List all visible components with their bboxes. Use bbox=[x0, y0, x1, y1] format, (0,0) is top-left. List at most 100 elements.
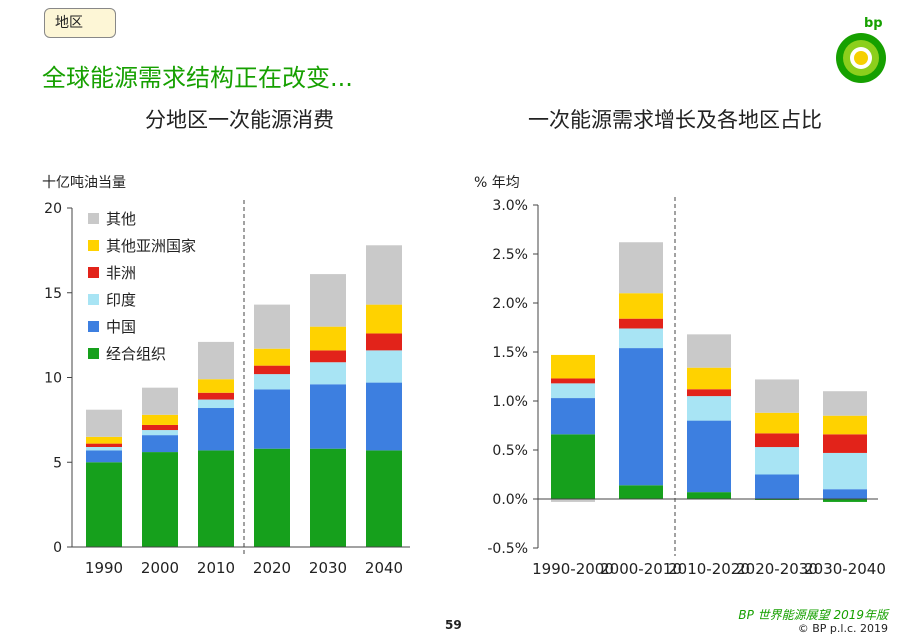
left-x-tick-label: 2040 bbox=[365, 559, 403, 577]
left-y-tick-label: 10 bbox=[44, 371, 62, 387]
page-headline: 全球能源需求结构正在改变... bbox=[42, 64, 353, 92]
right-bar-1990-2000-segment-0 bbox=[551, 434, 595, 499]
left-bar-1990-segment-3 bbox=[86, 443, 122, 447]
right-y-tick-label: 1.5% bbox=[492, 345, 528, 361]
right-bar-2020-2030-segment-4 bbox=[755, 412, 799, 434]
right-x-tick-label: 2010-2020 bbox=[668, 560, 750, 578]
left-bar-2010-segment-0 bbox=[198, 450, 234, 547]
left-legend-swatch-2 bbox=[88, 294, 99, 305]
left-bar-2000-segment-3 bbox=[142, 424, 178, 431]
page-number: 59 bbox=[445, 618, 462, 632]
right-y-tick-label: 0.5% bbox=[492, 443, 528, 459]
right-bar-1990-2000-segment-3 bbox=[551, 378, 595, 384]
left-bar-2020-segment-1 bbox=[254, 389, 290, 449]
left-bar-2040-segment-4 bbox=[366, 304, 402, 334]
left-y-tick-label: 0 bbox=[53, 540, 62, 556]
left-x-tick-label: 2000 bbox=[141, 559, 179, 577]
left-legend-swatch-1 bbox=[88, 321, 99, 332]
right-chart-unit-label: % 年均 bbox=[474, 175, 520, 191]
left-legend-label-3: 非洲 bbox=[106, 264, 136, 282]
right-x-tick-label: 2030-2040 bbox=[804, 560, 886, 578]
right-x-tick-label: 2020-2030 bbox=[736, 560, 818, 578]
left-chart-title: 分地区一次能源消费 bbox=[145, 108, 334, 132]
left-legend-swatch-3 bbox=[88, 267, 99, 278]
right-bar-2000-2010-segment-1 bbox=[619, 348, 663, 486]
left-bar-2040-segment-2 bbox=[366, 350, 402, 383]
left-bar-2000-segment-4 bbox=[142, 414, 178, 425]
left-bar-2040-segment-1 bbox=[366, 382, 402, 451]
left-bar-2030-segment-5 bbox=[310, 274, 346, 327]
source-note: BP 世界能源展望 2019年版 bbox=[738, 608, 888, 622]
right-y-tick-label: 2.5% bbox=[492, 247, 528, 263]
right-bar-2030-2040-segment-3 bbox=[823, 434, 867, 453]
left-bar-2000-segment-0 bbox=[142, 452, 178, 547]
right-bar-2010-2020-segment-2 bbox=[687, 396, 731, 421]
left-bar-1990-segment-2 bbox=[86, 446, 122, 451]
left-bar-2000-segment-1 bbox=[142, 435, 178, 453]
left-bar-2030-segment-1 bbox=[310, 384, 346, 449]
left-bar-2010-segment-4 bbox=[198, 379, 234, 393]
right-bar-2030-2040-segment-5 bbox=[823, 391, 867, 416]
left-bar-1990-segment-0 bbox=[86, 462, 122, 547]
right-bar-2020-2030-segment-2 bbox=[755, 447, 799, 475]
left-bar-2000-segment-2 bbox=[142, 430, 178, 436]
right-bar-2020-2030-segment-1 bbox=[755, 474, 799, 499]
left-bar-2020-segment-3 bbox=[254, 365, 290, 375]
region-tag: 地区 bbox=[44, 8, 116, 38]
right-bar-2030-2040-segment-0 bbox=[823, 499, 867, 502]
right-y-tick-label: 3.0% bbox=[492, 198, 528, 214]
left-bar-2030-segment-3 bbox=[310, 350, 346, 363]
right-bar-2010-2020-segment-0 bbox=[687, 492, 731, 499]
right-bar-2020-2030-segment-3 bbox=[755, 433, 799, 448]
right-bar-2010-2020-segment-3 bbox=[687, 389, 731, 397]
left-bar-2020-segment-0 bbox=[254, 448, 290, 547]
left-bar-2010-segment-2 bbox=[198, 399, 234, 409]
left-x-tick-label: 2030 bbox=[309, 559, 347, 577]
left-legend-swatch-4 bbox=[88, 240, 99, 251]
left-bar-2040-segment-5 bbox=[366, 245, 402, 305]
right-bar-2030-2040-segment-4 bbox=[823, 415, 867, 435]
left-legend-label-4: 其他亚洲国家 bbox=[106, 237, 196, 255]
right-bar-1990-2000-segment-2 bbox=[551, 383, 595, 399]
left-legend-label-2: 印度 bbox=[106, 291, 136, 309]
left-y-tick-label: 20 bbox=[44, 201, 62, 217]
right-bar-2000-2010-segment-5 bbox=[619, 242, 663, 294]
left-bar-1990-segment-1 bbox=[86, 450, 122, 463]
left-bar-1990-segment-4 bbox=[86, 436, 122, 444]
right-bar-2010-2020-segment-4 bbox=[687, 367, 731, 390]
left-bar-2030-segment-4 bbox=[310, 326, 346, 351]
right-bar-1990-2000-segment-1 bbox=[551, 398, 595, 435]
right-x-tick-label: 1990-2000 bbox=[532, 560, 614, 578]
left-bar-2000-segment-5 bbox=[142, 387, 178, 415]
right-y-tick-label: 0.0% bbox=[492, 492, 528, 508]
left-bar-2020-segment-4 bbox=[254, 348, 290, 366]
right-bar-2010-2020-segment-1 bbox=[687, 420, 731, 493]
right-y-tick-label: 1.0% bbox=[492, 394, 528, 410]
left-bar-2020-segment-5 bbox=[254, 304, 290, 349]
left-y-tick-label: 5 bbox=[53, 455, 62, 471]
right-bar-2020-2030-segment-5 bbox=[755, 379, 799, 413]
right-y-tick-label: -0.5% bbox=[487, 541, 528, 557]
left-bar-2030-segment-2 bbox=[310, 362, 346, 385]
right-bar-2000-2010-segment-0 bbox=[619, 485, 663, 499]
left-bar-2010-segment-3 bbox=[198, 392, 234, 400]
left-chart-unit-label: 十亿吨油当量 bbox=[42, 175, 126, 191]
right-bar-2000-2010-segment-4 bbox=[619, 293, 663, 319]
right-y-tick-label: 2.0% bbox=[492, 296, 528, 312]
left-legend-label-0: 经合组织 bbox=[106, 345, 166, 363]
left-bar-2010-segment-1 bbox=[198, 408, 234, 451]
left-bar-2030-segment-0 bbox=[310, 448, 346, 547]
left-x-tick-label: 1990 bbox=[85, 559, 123, 577]
right-bar-2000-2010-segment-2 bbox=[619, 328, 663, 349]
right-x-tick-label: 2000-2010 bbox=[600, 560, 682, 578]
left-legend-label-1: 中国 bbox=[106, 318, 136, 336]
right-bar-1990-2000-segment-4 bbox=[551, 354, 595, 379]
left-legend-swatch-0 bbox=[88, 348, 99, 359]
right-bar-2030-2040-segment-2 bbox=[823, 452, 867, 490]
left-x-tick-label: 2020 bbox=[253, 559, 291, 577]
left-y-tick-label: 15 bbox=[44, 286, 62, 302]
right-bar-2030-2040-segment-1 bbox=[823, 489, 867, 499]
left-bar-2020-segment-2 bbox=[254, 374, 290, 390]
left-x-tick-label: 2010 bbox=[197, 559, 235, 577]
